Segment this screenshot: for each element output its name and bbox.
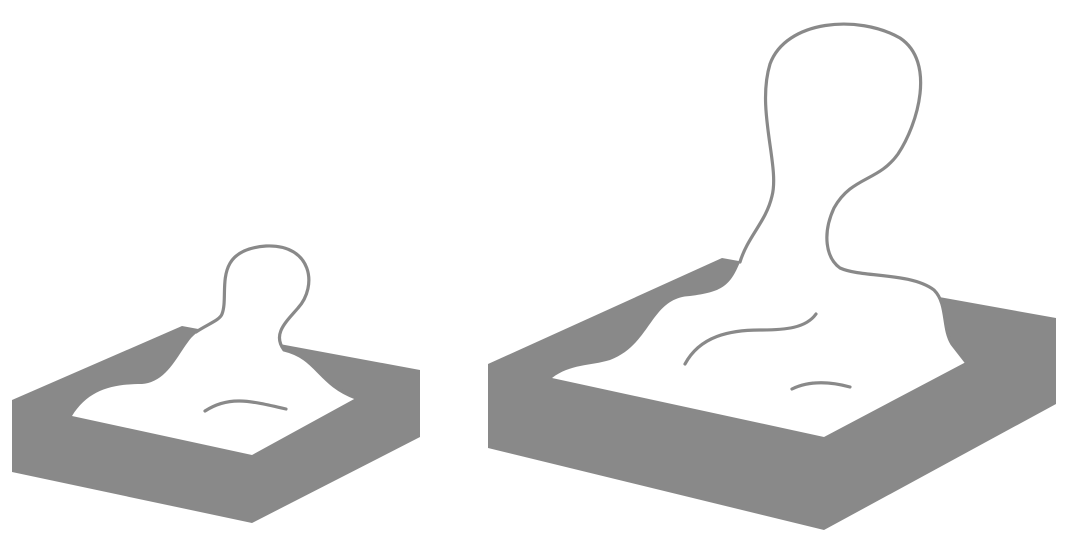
large-box-top-surface <box>552 24 966 438</box>
small-box-top-surface <box>72 245 356 455</box>
large-bump-outline <box>738 22 968 364</box>
panel-small-bump <box>12 244 420 523</box>
large-surface-line-upper <box>683 312 818 366</box>
small-surface-line <box>203 399 288 413</box>
small-bump-outline <box>194 244 358 400</box>
panel-large-bump <box>488 22 1056 530</box>
large-surface-line-lower <box>790 381 852 391</box>
